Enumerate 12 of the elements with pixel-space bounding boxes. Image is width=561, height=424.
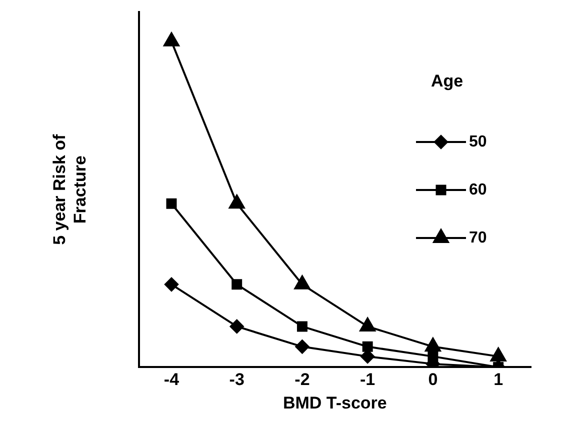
legend-label: 70	[469, 229, 487, 246]
x-axis-title: BMD T-score	[282, 393, 387, 412]
x-tick-label: 0	[428, 370, 438, 390]
x-tick-label: -1	[360, 370, 376, 390]
legend-label: 50	[469, 133, 487, 150]
y-axis-title: 5 year Risk of Fracture	[50, 134, 90, 245]
x-tick-label: -2	[294, 370, 310, 390]
legend-title: Age	[431, 72, 464, 91]
x-tick-label: -4	[164, 370, 180, 390]
legend-label: 60	[469, 181, 487, 198]
x-tick-label: 1	[494, 370, 504, 390]
x-tick-label: -3	[229, 370, 244, 390]
